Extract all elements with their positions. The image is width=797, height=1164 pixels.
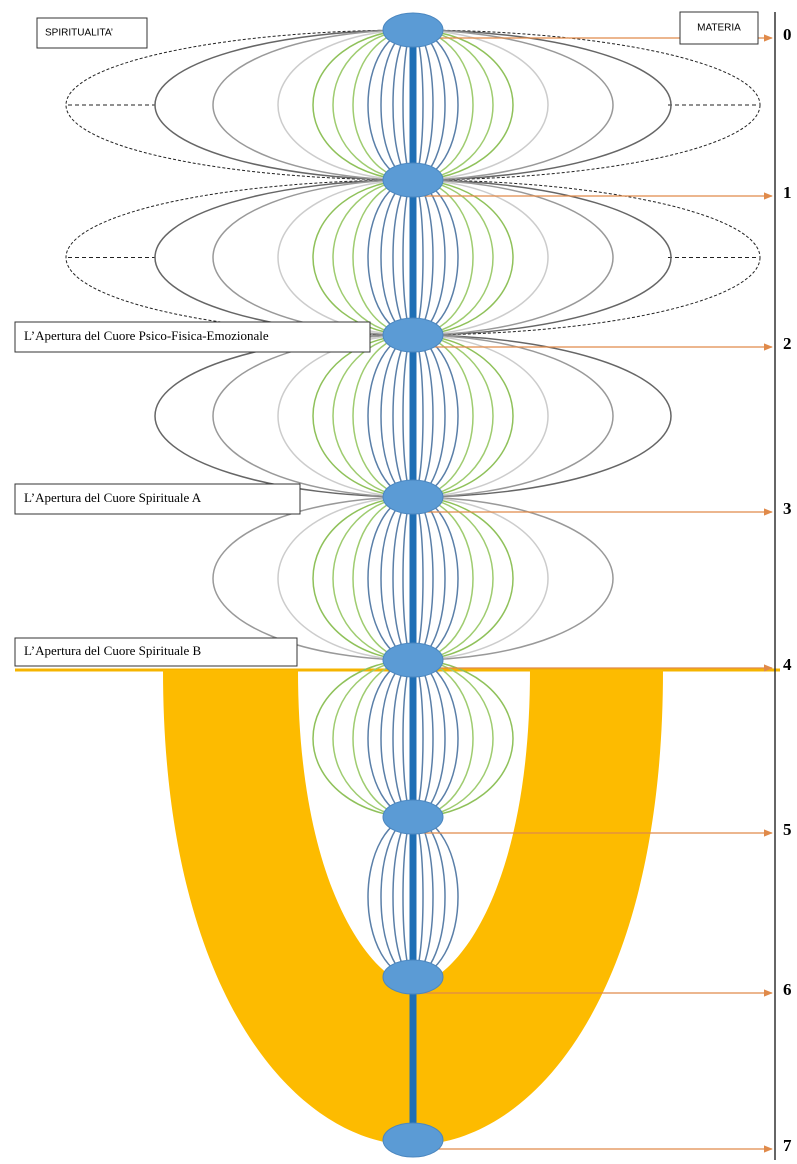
box (14, 321, 371, 353)
level-number: 5 (783, 820, 792, 839)
box (36, 17, 148, 49)
background-layer (15, 668, 780, 1145)
box (14, 483, 301, 515)
label: L’Apertura del Cuore Spirituale A (24, 490, 202, 505)
level-number: 4 (783, 655, 792, 674)
header-left: SPIRITUALITA’ (45, 28, 113, 39)
level-number: 0 (783, 25, 792, 44)
label: L’Apertura del Cuore Spirituale B (24, 643, 201, 658)
node (382, 12, 444, 48)
node (382, 162, 444, 198)
label: L’Apertura del Cuore Psico-Fisica-Emozio… (24, 328, 269, 343)
level-number: 2 (783, 334, 792, 353)
node (382, 959, 444, 995)
yellow-u (163, 670, 663, 1145)
level-number: 3 (783, 499, 792, 518)
node (382, 642, 444, 678)
box (679, 11, 759, 45)
node (382, 317, 444, 353)
box (14, 637, 298, 667)
node (382, 799, 444, 835)
level-number: 1 (783, 183, 792, 202)
node (382, 479, 444, 515)
header-right: MATERIA (697, 23, 741, 34)
level-number: 6 (783, 980, 792, 999)
level-number: 7 (783, 1136, 792, 1155)
node (382, 1122, 444, 1158)
nodes: 0 1 2 3 4 5 6 7 (382, 12, 792, 1158)
